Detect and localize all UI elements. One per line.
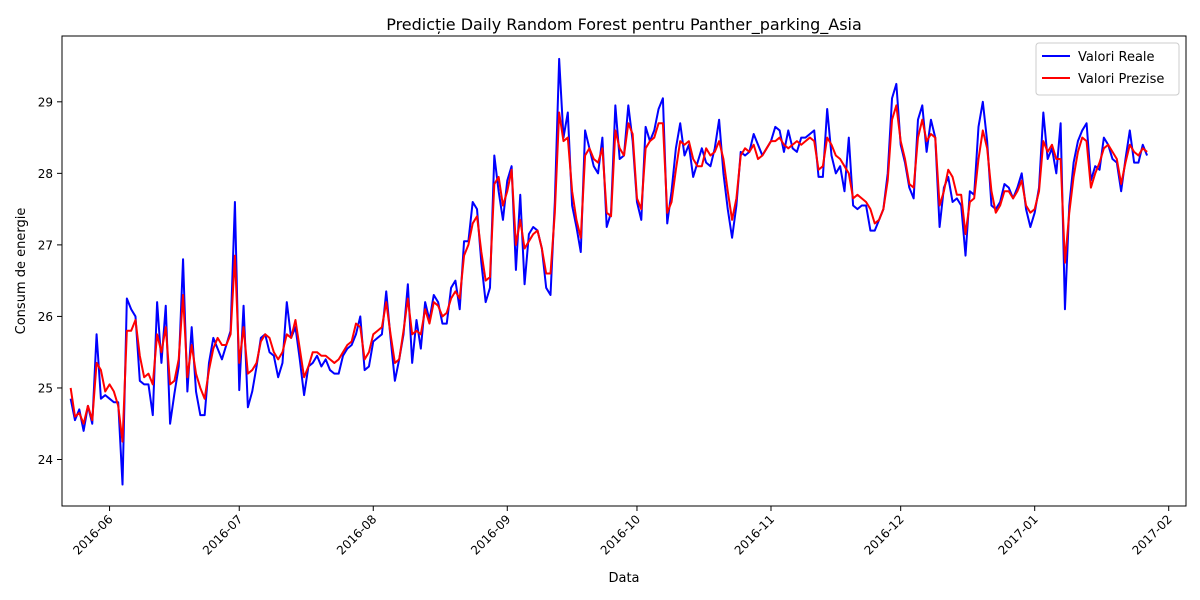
legend: Valori Reale Valori Prezise xyxy=(1035,42,1180,96)
legend-label-valori-prezise: Valori Prezise xyxy=(1078,72,1164,87)
y-tick-label: 27 xyxy=(38,238,53,252)
x-axis-label: Data xyxy=(608,571,639,586)
y-tick-label: 26 xyxy=(38,310,53,324)
y-tick-label: 28 xyxy=(38,167,53,181)
series-line-valori-prezise xyxy=(69,104,1148,443)
y-tick-label: 29 xyxy=(38,95,53,109)
series-layer xyxy=(69,57,1149,486)
y-axis-ticks: 24 25 26 27 28 29 xyxy=(38,95,62,467)
chart-title: Predicție Daily Random Forest pentru Pan… xyxy=(386,15,862,35)
plot-area xyxy=(61,35,1187,507)
y-axis-label: Consum de energie xyxy=(14,208,29,335)
y-tick-label: 25 xyxy=(38,381,53,395)
axes-frame xyxy=(61,35,1187,507)
legend-box xyxy=(1035,42,1180,96)
legend-label-valori-reale: Valori Reale xyxy=(1078,50,1155,65)
y-tick-label: 24 xyxy=(38,453,53,467)
